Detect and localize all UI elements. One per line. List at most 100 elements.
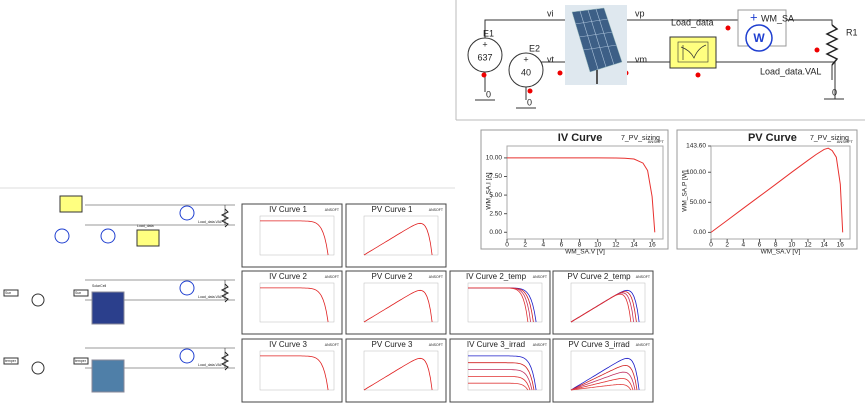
meter [179,205,195,221]
thumb-panel [241,338,343,403]
label: Load_data.VAL [198,363,222,367]
input [73,357,89,365]
thumb-title: IV Curve 3 [269,340,307,349]
x-tick-label: 0 [709,242,713,249]
chart-title: IV Curve [558,132,603,144]
source-name: E1 [483,28,494,38]
y-tick-label: 143.60 [686,143,706,150]
pin [814,47,820,53]
plus: + [750,9,758,24]
source-value: 40 [521,67,531,77]
brand: ANSOFT [429,275,444,279]
label: SolarCell [92,284,106,288]
source [467,37,503,73]
thumb-panel [449,270,551,335]
plot-area [506,145,664,240]
chart-project: 7_PV_sizing [621,135,660,142]
thumb-title: PV Curve 3_irrad [568,340,629,349]
source-value: 637 [477,52,492,62]
curve [710,147,844,233]
thumb-title: PV Curve 1 [372,205,413,214]
thumb-curve [570,293,632,323]
brand: ANSOFT [325,275,340,279]
source [31,293,45,307]
brand: ANSOFT [636,343,651,347]
thumb-curve [570,383,632,391]
thumb-title: IV Curve 2_temp [466,272,527,281]
thumb-title: IV Curve 2 [269,272,307,281]
x-tick-label: 16 [648,242,656,249]
x-tick-label: 4 [541,242,545,249]
label: Load_data [137,224,154,228]
net-label: vp [635,8,645,18]
brand: ANSOFT [533,275,548,279]
input [3,357,19,365]
chart-panel [480,129,669,250]
source [100,228,116,244]
thumb-panel [241,270,343,335]
y-tick-label: 7.50 [489,173,502,180]
ground: 0 [475,89,495,101]
curve [507,157,656,233]
x-axis-label: WM_SA.V [V] [565,249,605,256]
pin [481,72,487,78]
label: Sun [5,291,11,295]
thumb-curve [468,369,533,391]
ground: 0 [516,97,536,109]
thumb-plot [467,350,543,391]
thumb-title: PV Curve 3 [372,340,413,349]
source [508,52,544,88]
resistor [220,283,230,303]
meter [179,280,195,296]
input [73,289,89,297]
table-block [59,195,83,213]
label: Sun [75,291,81,295]
net-label: vi [547,8,554,18]
thumb-curve [468,382,529,391]
x-tick-label: 8 [578,242,582,249]
pin [557,70,563,76]
ground-label: 0 [527,97,532,107]
thumb-curve [363,357,433,391]
thumb-plot [570,350,646,391]
x-tick-label: 4 [742,242,746,249]
brand: ANSOFT [325,208,340,212]
ground-label: 0 [832,87,837,97]
chart-title: PV Curve [748,132,797,144]
label: temper [75,359,87,363]
source [31,361,45,375]
y-tick-label: 100.00 [686,169,706,176]
input [3,289,19,297]
x-tick-label: 14 [821,242,829,249]
thumb-curve [468,287,529,323]
ground-label: 0 [486,89,491,99]
plot-area [710,145,851,240]
pin [527,88,533,94]
y-tick-label: 10.00 [486,155,503,162]
small-circuits: Load_data.VAL Load_data Load_data.VAL Sun Su… [3,195,235,393]
table-icon [677,41,709,63]
thumb-curve [570,371,636,391]
thumb-curve [570,357,640,391]
plus: + [523,54,528,64]
thumb-plot [467,282,543,323]
label: Load_data.VAL [198,295,222,299]
thumb-panel [449,338,551,403]
plus: + [482,39,487,49]
thumb-panel [241,203,343,268]
x-tick-label: 10 [788,242,796,249]
thumb-curve [363,222,433,256]
wire [85,204,235,226]
meter [179,348,195,364]
pin [725,25,731,31]
thumb-curve [570,378,634,391]
thumb-title: IV Curve 1 [269,205,307,214]
thumb-curve [363,289,433,323]
brand: ANSOFT [325,343,340,347]
resistor [825,24,839,66]
solar-panel [565,5,627,85]
table-block [136,229,160,247]
label: Load_data.VAL [198,220,222,224]
thumb-title: PV Curve 2_temp [567,272,631,281]
block-label: Load_data [671,17,714,27]
